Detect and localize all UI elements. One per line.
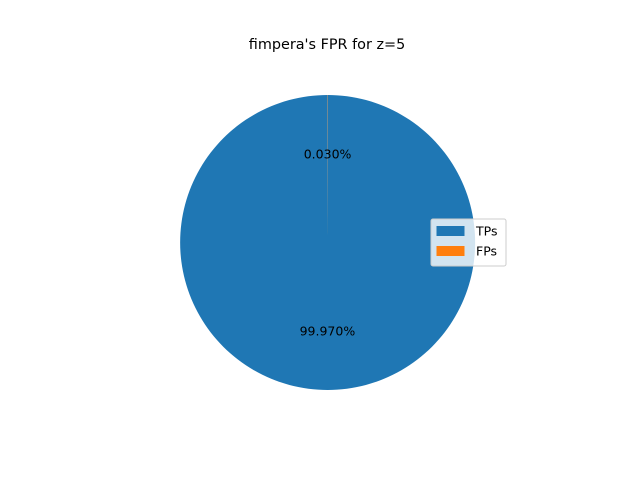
pie-slice-tps bbox=[180, 95, 476, 390]
legend-swatch-fps bbox=[436, 246, 465, 256]
pie-slices bbox=[180, 94, 476, 390]
legend-swatch-tps bbox=[436, 226, 465, 236]
pie-percent-labels: 99.970% 0.030% bbox=[300, 147, 356, 339]
legend: TPs FPs bbox=[430, 218, 507, 267]
pie-percent-label-tps: 99.970% bbox=[300, 324, 356, 339]
pie-percent-label-fps: 0.030% bbox=[304, 147, 352, 162]
legend-label-tps: TPs bbox=[475, 224, 497, 239]
chart-title: fimpera's FPR for z=5 bbox=[249, 37, 406, 53]
legend-label-fps: FPs bbox=[476, 244, 497, 259]
